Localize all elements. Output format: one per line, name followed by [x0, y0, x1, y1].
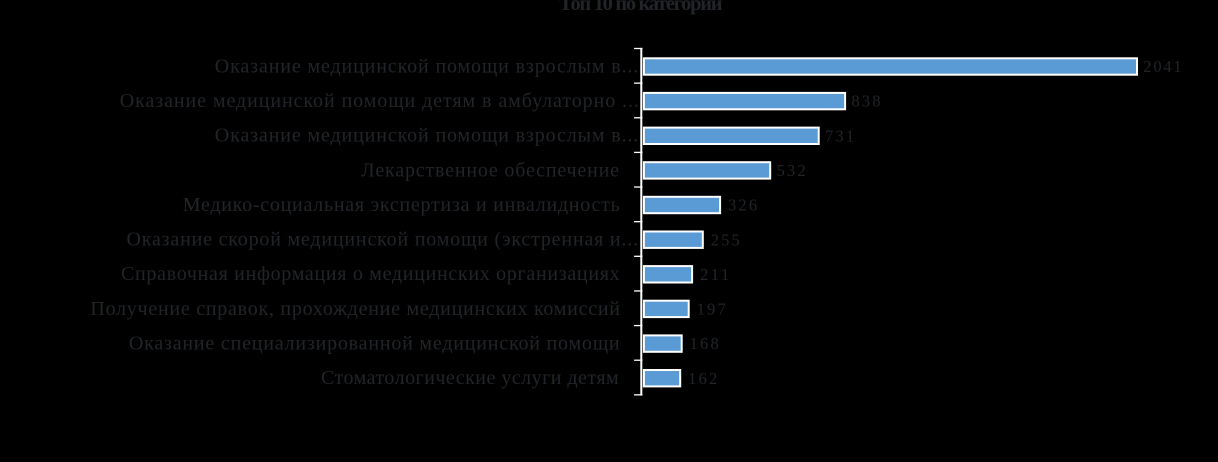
svg-text:162: 162 — [688, 369, 717, 388]
svg-text:2041: 2041 — [1143, 57, 1181, 76]
svg-text:Оказание медицинской помощи вз: Оказание медицинской помощи взрослым в..… — [215, 125, 639, 147]
svg-text:Топ 10 по категории: Топ 10 по категории — [559, 0, 723, 15]
svg-text:Лекарственное обеспечение: Лекарственное обеспечение — [361, 159, 619, 181]
svg-text:Оказание скорой медицинской по: Оказание скорой медицинской помощи (экст… — [127, 229, 639, 251]
svg-text:Получение справок, прохождение: Получение справок, прохождение медицинск… — [90, 298, 620, 320]
svg-text:838: 838 — [851, 92, 880, 111]
svg-text:532: 532 — [777, 161, 806, 180]
svg-text:326: 326 — [728, 196, 757, 215]
svg-text:Стоматологические услуги детям: Стоматологические услуги детям — [321, 367, 619, 389]
svg-text:Оказание специализированной ме: Оказание специализированной медицинской … — [129, 333, 620, 355]
svg-text:Медико-социальная экспертиза и: Медико-социальная экспертиза и инвалидно… — [183, 194, 620, 216]
svg-text:255: 255 — [711, 230, 740, 249]
svg-text:197: 197 — [697, 300, 726, 319]
svg-text:731: 731 — [825, 126, 854, 145]
svg-text:Оказание медицинской помощи вз: Оказание медицинской помощи взрослым в..… — [215, 55, 639, 77]
svg-text:Оказание медицинской помощи де: Оказание медицинской помощи детям в амбу… — [120, 90, 639, 112]
svg-text:211: 211 — [700, 265, 729, 284]
svg-text:Справочная информация о медици: Справочная информация о медицинских орга… — [121, 263, 620, 285]
svg-text:168: 168 — [690, 334, 719, 353]
